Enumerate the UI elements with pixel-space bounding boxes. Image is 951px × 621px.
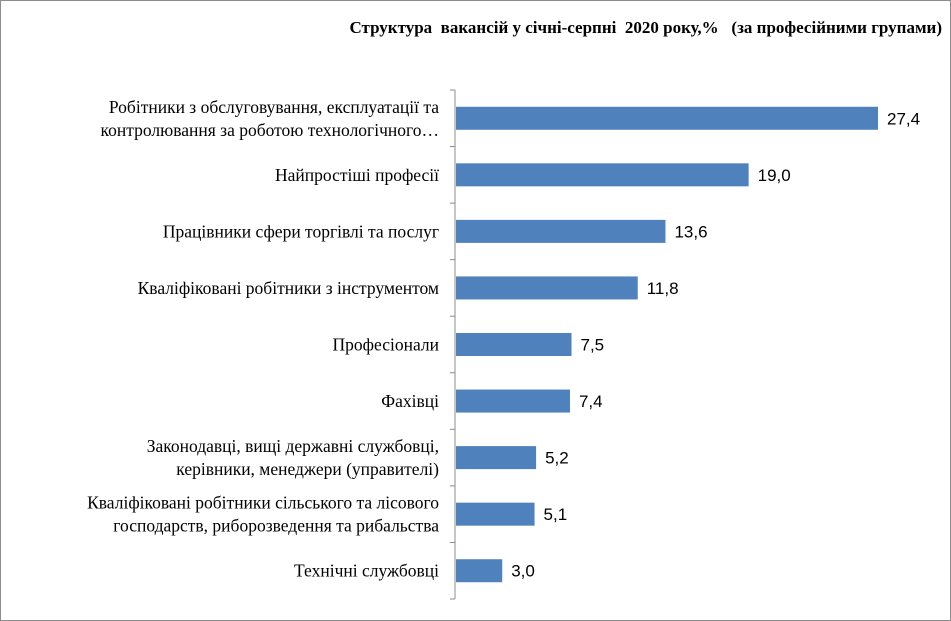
category-label-line: Кваліфіковані робітники з інструментом [138,278,439,298]
category-label: Працівники сфери торгівлі та послуг [163,221,439,241]
category-label-line: керівники, менеджери (управителі) [176,459,439,479]
category-label-line: Найпростіші професії [275,165,439,185]
bar [456,502,535,526]
category-label-line: контролювання за роботою технологічного… [101,120,439,140]
chart-title: Структура вакансій у січні-серпні 2020 р… [349,18,942,37]
bar [456,163,749,187]
bar [456,276,638,300]
bar [456,559,503,583]
category-label: Професіонали [333,335,439,355]
data-label: 7,5 [581,336,605,355]
category-label-line: Професіонали [333,335,439,355]
category-label-line: Робітники з обслуговування, експлуатації… [109,97,439,117]
data-label: 13,6 [674,222,707,241]
category-label: Технічні службовці [294,561,439,581]
data-label: 19,0 [758,166,791,185]
category-label: Законодавці, вищі державні службовці, кер… [147,436,439,479]
category-label-line: Фахівці [381,391,439,411]
category-label: Робітники з обслуговування, експлуатації… [101,97,440,140]
category-label-line: Законодавці, вищі державні службовці, [147,436,439,456]
category-label-line: Працівники сфери торгівлі та послуг [163,221,439,241]
data-label: 5,1 [544,505,568,524]
category-label: Найпростіші професії [275,165,439,185]
category-label-line: Кваліфіковані робітники сільського та лі… [87,493,439,513]
data-label: 27,4 [887,109,920,128]
data-label: 5,2 [545,449,569,468]
data-label: 7,4 [579,392,603,411]
bar [456,389,570,413]
category-label: Фахівці [381,391,439,411]
bar [456,333,572,356]
category-label: Кваліфіковані робітники сільського та лі… [87,493,439,536]
category-label-line: Технічні службовці [294,561,439,581]
category-label: Кваліфіковані робітники з інструментом [138,278,439,298]
bar [456,446,537,470]
category-label-line: господарств, риборозведення та рибальств… [113,516,439,536]
data-label: 11,8 [647,279,679,298]
bar [456,219,666,243]
data-label: 3,0 [511,562,535,581]
bar [456,106,878,130]
